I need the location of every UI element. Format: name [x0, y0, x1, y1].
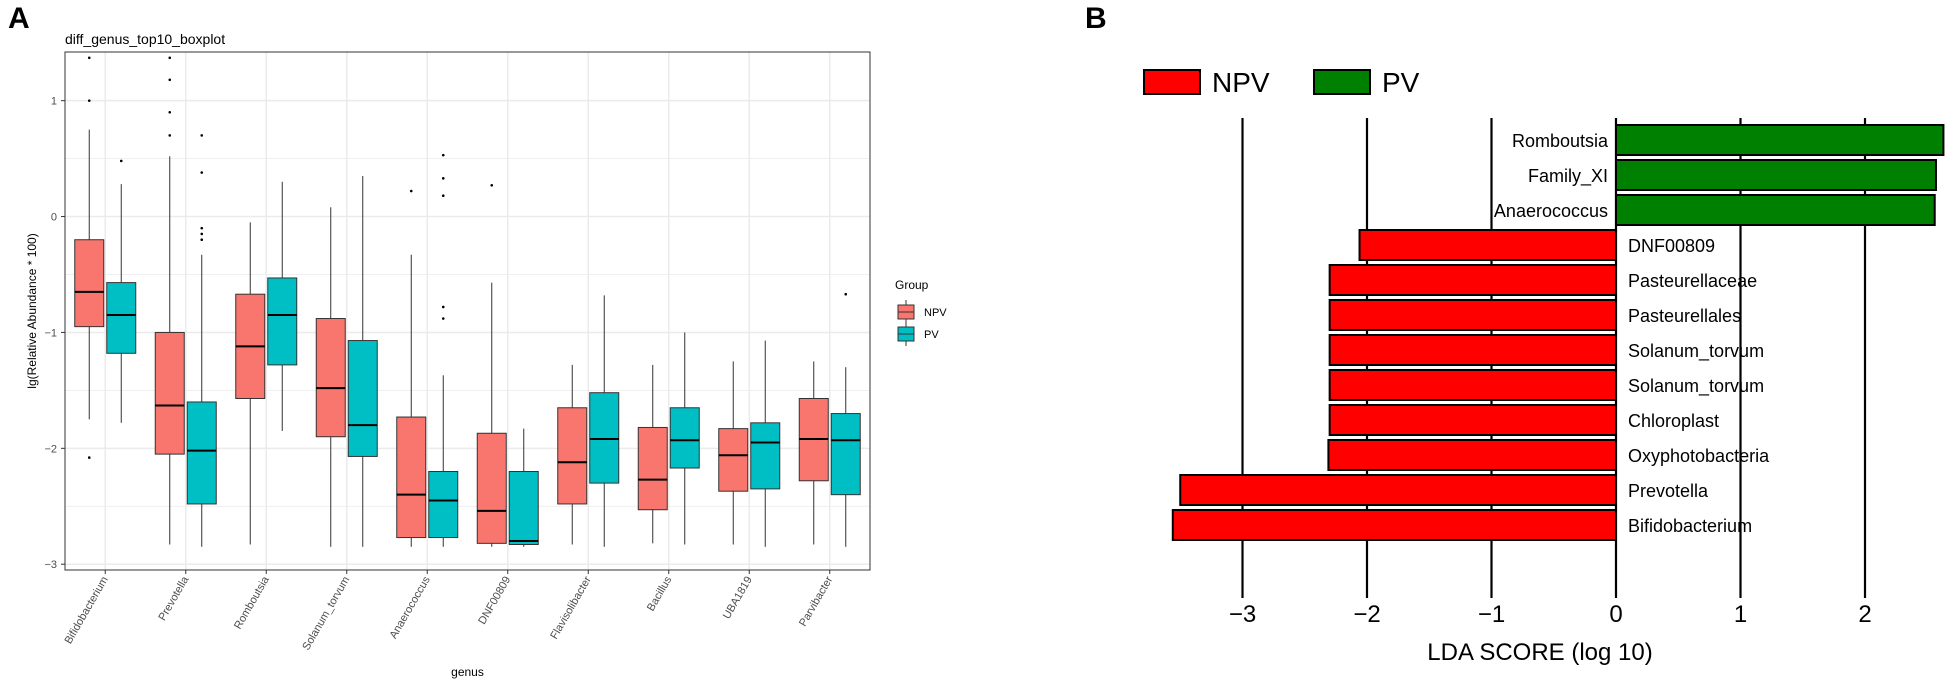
plot-border	[64, 51, 871, 571]
outlier-point	[168, 110, 172, 114]
x-axis-label: LDA SCORE (log 10)	[1427, 639, 1652, 666]
bar-label: Solanum_torvum	[1628, 341, 1764, 362]
lda-bar-npv	[1328, 264, 1618, 296]
box-npv	[476, 432, 507, 544]
box-pv	[347, 340, 378, 457]
x-tick-label: −1	[1478, 601, 1505, 628]
outlier-point	[200, 226, 204, 230]
y-tick-label: −2	[44, 443, 57, 455]
outlier-point	[200, 232, 204, 236]
bar-label: Pasteurellales	[1628, 306, 1741, 326]
panel-label-b: B	[1085, 2, 1107, 35]
outlier-point	[168, 56, 172, 60]
panel-label-a: A	[8, 2, 30, 35]
bar-label: Solanum_torvum	[1628, 376, 1764, 397]
bar-label: Anaerococcus	[1494, 201, 1608, 221]
boxplot-chart: diff_genus_top10_boxplot10−1−2−3Bifidoba…	[25, 31, 947, 679]
box-npv	[315, 318, 346, 438]
box-npv	[718, 428, 749, 492]
x-tick-label: 0	[1609, 601, 1622, 628]
box-pv	[830, 413, 861, 496]
outlier-point	[168, 78, 172, 82]
box-pv	[589, 392, 620, 484]
legend-title: Group	[895, 278, 929, 292]
bar-label: Oxyphotobacteria	[1628, 446, 1770, 466]
y-tick-label: −1	[44, 327, 57, 339]
outlier-point	[87, 456, 91, 459]
box-npv	[154, 331, 185, 455]
x-axis-label: genus	[451, 665, 484, 679]
outlier-point	[441, 317, 445, 320]
legend-item-npv: NPV	[897, 300, 947, 324]
box-pv	[186, 401, 217, 505]
box-pv	[106, 282, 137, 354]
outlier-point	[441, 153, 445, 157]
y-tick-label: 1	[51, 96, 57, 108]
legend-item-npv: NPV	[1143, 67, 1270, 98]
box-pv	[669, 407, 700, 469]
lda-bar-pv	[1615, 159, 1937, 191]
outlier-point	[409, 189, 413, 193]
bar-label: Romboutsia	[1512, 131, 1609, 151]
box-npv	[557, 407, 588, 505]
legend-label-pv: PV	[924, 329, 939, 341]
lda-bar-npv	[1358, 229, 1618, 261]
outlier-point	[844, 292, 848, 296]
outlier-point	[200, 238, 204, 242]
lda-bar-npv	[1171, 509, 1618, 541]
x-tick-label: −2	[1353, 601, 1380, 628]
box-npv	[396, 416, 427, 539]
legend-item-pv: PV	[897, 322, 939, 346]
outlier-point	[87, 99, 91, 102]
lda-bar-pv	[1615, 194, 1936, 226]
outlier-point	[490, 183, 494, 187]
lda-bar-npv	[1327, 439, 1618, 471]
box-pv	[750, 422, 781, 490]
outlier-point	[441, 305, 445, 309]
legend-swatch-npv	[1143, 69, 1201, 95]
chart-title: diff_genus_top10_boxplot	[65, 31, 225, 47]
legend-label-npv: NPV	[1212, 67, 1270, 98]
y-tick-label: −3	[44, 559, 57, 571]
outlier-point	[200, 134, 204, 137]
outlier-point	[87, 56, 91, 60]
y-tick-label: 0	[51, 212, 57, 224]
lda-bar-npv	[1328, 404, 1618, 436]
box-pv	[267, 277, 298, 366]
lda-bar-pv	[1615, 124, 1945, 156]
outlier-point	[119, 159, 123, 163]
lda-bar-npv	[1179, 474, 1617, 506]
bar-label: Bifidobacterium	[1628, 516, 1752, 536]
box-npv	[637, 426, 668, 511]
outlier-point	[168, 134, 172, 137]
y-axis-label: lg(Relative Abundance * 100)	[25, 233, 39, 388]
lda-bar-npv	[1328, 369, 1618, 401]
bar-label: Family_XI	[1528, 166, 1608, 187]
lda-bar-npv	[1328, 334, 1618, 366]
bar-label: Prevotella	[1628, 481, 1709, 501]
box-pv	[508, 470, 539, 546]
box-pv	[428, 470, 459, 539]
outlier-point	[441, 177, 445, 180]
legend-label-pv: PV	[1382, 67, 1420, 98]
x-tick-label: 2	[1858, 601, 1871, 628]
bar-label: Pasteurellaceae	[1628, 271, 1757, 291]
x-tick-label: −3	[1229, 601, 1256, 628]
bar-label: DNF00809	[1628, 236, 1715, 256]
bar-label: Chloroplast	[1628, 411, 1719, 431]
lda-bar-npv	[1328, 299, 1618, 331]
legend-item-pv: PV	[1313, 67, 1420, 98]
outlier-point	[200, 171, 204, 174]
box-npv	[74, 239, 105, 328]
x-tick-label: 1	[1734, 601, 1747, 628]
outlier-point	[441, 194, 445, 197]
legend-swatch-pv	[1313, 69, 1371, 95]
legend-label-npv: NPV	[924, 307, 947, 319]
